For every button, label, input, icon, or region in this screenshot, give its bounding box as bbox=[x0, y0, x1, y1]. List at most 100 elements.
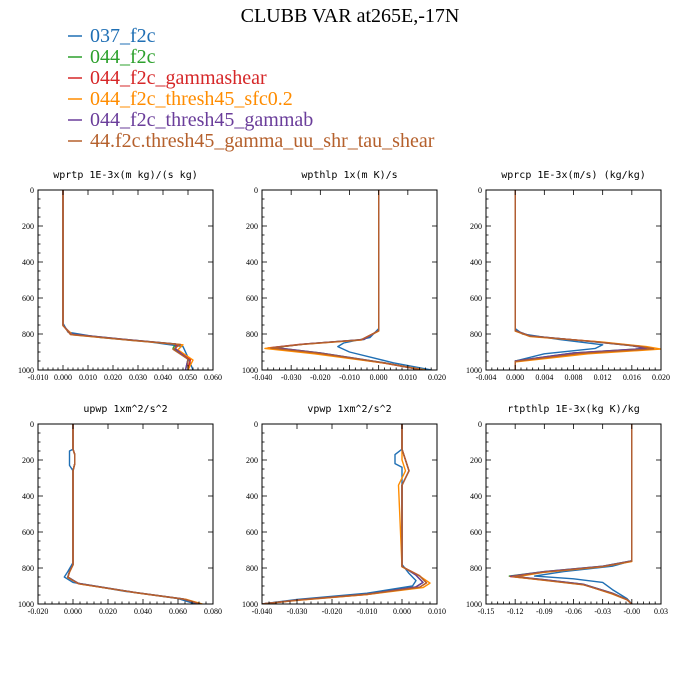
y-tick-label: 200 bbox=[470, 456, 482, 465]
legend-item: 037_f2c bbox=[68, 25, 156, 47]
series-line bbox=[533, 424, 633, 604]
x-tick-label: 0.020 bbox=[99, 607, 117, 616]
series-line bbox=[514, 190, 655, 370]
x-tick-label: 0.008 bbox=[565, 373, 583, 382]
series-line bbox=[67, 424, 200, 604]
y-tick-label: 0 bbox=[478, 186, 482, 195]
x-tick-label: 0.000 bbox=[370, 373, 388, 382]
series-line bbox=[273, 190, 423, 370]
y-tick-label: 1000 bbox=[242, 366, 258, 375]
y-tick-label: 1000 bbox=[18, 366, 34, 375]
panel-title: wprcp 1E-3x(m/s) (kg/kg) bbox=[501, 170, 646, 181]
series-line bbox=[67, 424, 203, 604]
y-tick-label: 600 bbox=[22, 528, 34, 537]
x-tick-label: -0.12 bbox=[507, 607, 524, 616]
y-tick-label: 1000 bbox=[18, 600, 34, 609]
legend-label: 037_f2c bbox=[90, 25, 156, 47]
legend-item: 044_f2c_thresh45_gammab bbox=[68, 109, 313, 131]
y-tick-label: 800 bbox=[246, 564, 258, 573]
y-tick-label: 200 bbox=[22, 222, 34, 231]
x-tick-label: -0.030 bbox=[287, 607, 308, 616]
x-tick-label: 0.050 bbox=[179, 373, 197, 382]
legend: 037_f2c044_f2c044_f2c_gammashear044_f2c_… bbox=[68, 25, 435, 152]
series-line bbox=[337, 190, 432, 370]
x-tick-label: 0.000 bbox=[64, 607, 82, 616]
series-line bbox=[514, 190, 604, 370]
series-group bbox=[62, 190, 194, 370]
x-tick-label: -0.03 bbox=[594, 607, 611, 616]
legend-item: 44.f2c.thresh45_gamma_uu_shr_tau_shear bbox=[68, 130, 435, 152]
series-line bbox=[62, 190, 194, 370]
x-tick-label: 0.016 bbox=[623, 373, 641, 382]
legend-label: 044_f2c_thresh45_gammab bbox=[90, 109, 313, 131]
panel: rtpthlp 1E-3x(kg K)/kg -0.15 -0.12 -0.09 -0.… bbox=[466, 404, 668, 616]
x-tick-label: 0.03 bbox=[654, 607, 668, 616]
x-tick-label: -0.020 bbox=[310, 373, 331, 382]
x-tick-label: -0.010 bbox=[339, 373, 360, 382]
x-tick-label: 0.020 bbox=[104, 373, 122, 382]
x-tick-label: 0.040 bbox=[134, 607, 152, 616]
series-line bbox=[270, 190, 423, 370]
series-line bbox=[262, 424, 431, 604]
y-tick-label: 600 bbox=[22, 294, 34, 303]
series-line bbox=[262, 424, 428, 604]
y-tick-label: 0 bbox=[254, 186, 258, 195]
series-line bbox=[509, 424, 633, 604]
panel-grid: wprtp 1E-3x(m kg)/(s kg) -0.010 0.000 0.010… bbox=[18, 170, 670, 616]
legend-item: 044_f2c bbox=[68, 46, 156, 68]
y-tick-label: 1000 bbox=[242, 600, 258, 609]
series-line bbox=[62, 190, 194, 370]
x-tick-label: 0.000 bbox=[506, 373, 524, 382]
x-tick-label: 0.080 bbox=[204, 607, 222, 616]
x-tick-label: 0.010 bbox=[79, 373, 97, 382]
series-line bbox=[508, 424, 633, 604]
legend-label: 044_f2c bbox=[90, 46, 156, 68]
x-tick-label: -0.004 bbox=[476, 373, 497, 382]
series-group bbox=[514, 190, 661, 370]
series-group bbox=[264, 190, 432, 370]
x-tick-label: -0.09 bbox=[536, 607, 553, 616]
x-tick-label: 0.012 bbox=[594, 373, 612, 382]
y-tick-label: 200 bbox=[470, 222, 482, 231]
x-tick-label: -0.020 bbox=[28, 607, 49, 616]
y-tick-label: 400 bbox=[470, 492, 482, 501]
legend-label: 044_f2c_gammashear bbox=[90, 67, 267, 89]
series-line bbox=[67, 424, 201, 604]
y-tick-label: 400 bbox=[22, 492, 34, 501]
panel: wprtp 1E-3x(m kg)/(s kg) -0.010 0.000 0.010… bbox=[18, 170, 222, 382]
panel-title: rtpthlp 1E-3x(kg K)/kg bbox=[507, 404, 639, 415]
x-tick-label: -0.030 bbox=[281, 373, 302, 382]
series-line bbox=[62, 190, 189, 370]
panel: upwp 1xm^2/s^2 -0.020 0.000 0.020 0.040 0.060… bbox=[18, 404, 222, 616]
panel: vpwp 1xm^2/s^2 -0.040 -0.030 -0.020 -0.010 0.… bbox=[242, 404, 446, 616]
x-tick-label: 0.030 bbox=[129, 373, 147, 382]
legend-item: 044_f2c_gammashear bbox=[68, 67, 267, 89]
y-tick-label: 0 bbox=[254, 420, 258, 429]
x-tick-label: -0.010 bbox=[28, 373, 49, 382]
series-line bbox=[510, 424, 633, 604]
y-tick-label: 200 bbox=[246, 222, 258, 231]
x-tick-label: -0.040 bbox=[252, 373, 273, 382]
y-tick-label: 600 bbox=[470, 294, 482, 303]
y-tick-label: 600 bbox=[470, 528, 482, 537]
legend-label: 44.f2c.thresh45_gamma_uu_shr_tau_shear bbox=[90, 130, 435, 152]
y-tick-label: 600 bbox=[246, 528, 258, 537]
legend-label: 044_f2c_thresh45_sfc0.2 bbox=[90, 88, 293, 110]
x-tick-label: 0.004 bbox=[535, 373, 553, 382]
x-tick-label: 0.020 bbox=[652, 373, 670, 382]
y-tick-label: 1000 bbox=[466, 600, 482, 609]
y-tick-label: 400 bbox=[22, 258, 34, 267]
y-tick-label: 400 bbox=[246, 258, 258, 267]
y-tick-label: 200 bbox=[22, 456, 34, 465]
y-tick-label: 200 bbox=[246, 456, 258, 465]
x-tick-label: 0.040 bbox=[154, 373, 172, 382]
y-tick-label: 1000 bbox=[466, 366, 482, 375]
x-tick-label: -0.15 bbox=[478, 607, 495, 616]
series-line bbox=[67, 424, 200, 604]
panel: wprcp 1E-3x(m/s) (kg/kg) -0.004 0.000 0.004… bbox=[466, 170, 670, 382]
panel-title: wpthlp 1x(m K)/s bbox=[301, 170, 397, 181]
y-tick-label: 600 bbox=[246, 294, 258, 303]
y-tick-label: 0 bbox=[30, 186, 34, 195]
series-group bbox=[262, 424, 431, 604]
